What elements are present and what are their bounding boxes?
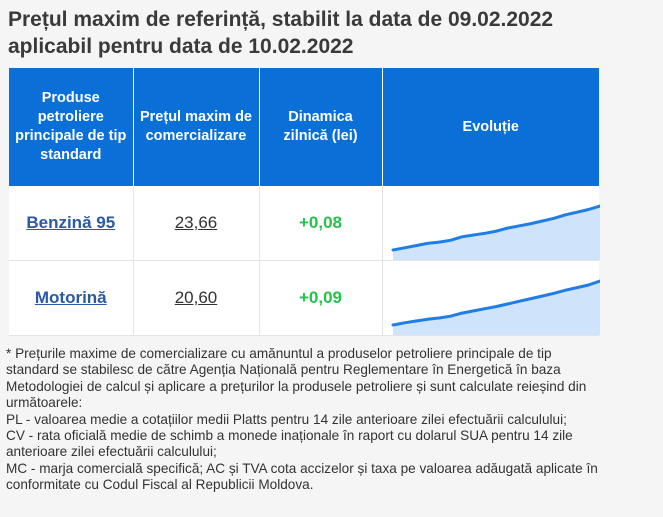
price-value: 23,66	[174, 213, 218, 232]
price-value: 20,60	[174, 288, 218, 307]
footnotes: * Prețurile maxime de comercializare cu …	[6, 346, 606, 494]
column-header-change: Dinamica zilnică (lei)	[259, 68, 383, 186]
change-cell: +0,09	[259, 260, 383, 336]
table-row: Motorină 20,60 +0,09	[9, 260, 600, 336]
trend-sparkline-motorina	[391, 279, 600, 335]
footnote-intro: * Prețurile maxime de comercializare cu …	[6, 346, 587, 411]
column-header-product: Produse petroliere principale de tip sta…	[9, 68, 134, 186]
sparkline-line	[391, 279, 600, 327]
sparkline-line	[391, 204, 600, 252]
price-cell: 23,66	[133, 186, 260, 261]
column-header-price: Prețul maxim de comercializare	[133, 68, 260, 186]
trend-cell	[382, 186, 600, 261]
change-cell: +0,08	[259, 186, 383, 261]
change-value: +0,08	[298, 213, 342, 232]
product-cell: Benzină 95	[9, 186, 134, 261]
product-link-motorina[interactable]: Motorină	[34, 288, 107, 307]
footnote-cv: CV - rata oficială medie de schimb a mon…	[6, 428, 573, 460]
table-header-row: Produse petroliere principale de tip sta…	[9, 68, 599, 186]
sparkline-area	[392, 206, 600, 260]
change-value: +0,09	[298, 288, 342, 307]
price-table: Produse petroliere principale de tip sta…	[9, 68, 600, 336]
page-title: Prețul maxim de referință, stabilit la d…	[8, 6, 658, 60]
title-line-1: Prețul maxim de referință, stabilit la d…	[8, 8, 554, 31]
trend-cell	[382, 260, 600, 336]
trend-sparkline-benzina-95	[391, 204, 600, 260]
price-cell: 20,60	[133, 260, 260, 336]
title-line-2: aplicabil pentru data de 10.02.2022	[8, 35, 354, 58]
product-cell: Motorină	[9, 260, 134, 336]
footnote-pl: PL - valoarea medie a cotațiilor medii P…	[6, 411, 567, 427]
footnote-mc: MC - marja comercială specifică; AC și T…	[6, 460, 598, 493]
product-link-benzina-95[interactable]: Benzină 95	[26, 213, 116, 232]
column-header-trend: Evoluție	[382, 68, 599, 186]
table-row: Benzină 95 23,66 +0,08	[9, 186, 600, 261]
